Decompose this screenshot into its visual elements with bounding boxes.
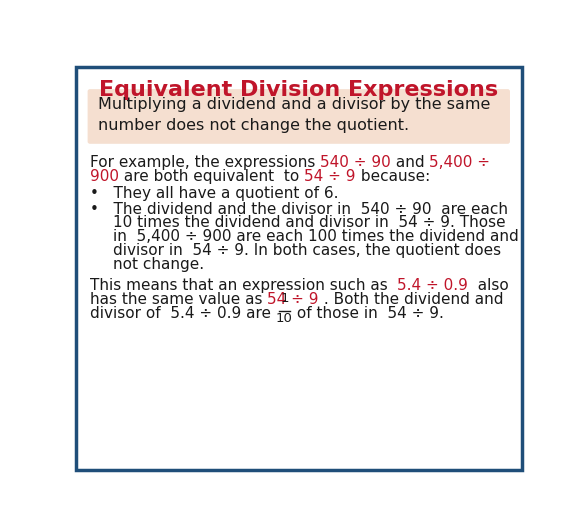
Text: . Both the dividend and: . Both the dividend and — [319, 292, 503, 306]
Text: also: also — [468, 278, 509, 293]
Text: •   They all have a quotient of 6.: • They all have a quotient of 6. — [90, 186, 338, 201]
Text: are both equivalent  to: are both equivalent to — [119, 169, 304, 184]
Text: in  5,400 ÷ 900 are each 100 times the dividend and: in 5,400 ÷ 900 are each 100 times the di… — [113, 229, 519, 244]
Text: of those in  54 ÷ 9.: of those in 54 ÷ 9. — [292, 305, 444, 321]
Text: divisor in  54 ÷ 9. In both cases, the quotient does: divisor in 54 ÷ 9. In both cases, the qu… — [113, 243, 501, 258]
Text: and: and — [391, 156, 430, 170]
Text: Multiplying a dividend and a divisor by the same
number does not change the quot: Multiplying a dividend and a divisor by … — [98, 97, 490, 133]
Text: 10: 10 — [276, 312, 293, 324]
Text: This means that an expression such as: This means that an expression such as — [90, 278, 398, 293]
Text: divisor of  5.4 ÷ 0.9 are: divisor of 5.4 ÷ 0.9 are — [90, 305, 276, 321]
Text: 54 ÷ 9: 54 ÷ 9 — [304, 169, 356, 184]
Text: For example, the expressions: For example, the expressions — [90, 156, 320, 170]
Text: not change.: not change. — [113, 257, 204, 272]
Text: 1: 1 — [280, 292, 289, 305]
Text: because:: because: — [356, 169, 430, 184]
FancyBboxPatch shape — [76, 67, 522, 469]
Text: 10 times the dividend and divisor in  54 ÷ 9. Those: 10 times the dividend and divisor in 54 … — [113, 216, 506, 230]
Text: 54 ÷ 9: 54 ÷ 9 — [267, 292, 319, 306]
Text: 5,400 ÷: 5,400 ÷ — [430, 156, 490, 170]
Text: has the same value as: has the same value as — [90, 292, 267, 306]
Text: 900: 900 — [90, 169, 119, 184]
Text: Equivalent Division Expressions: Equivalent Division Expressions — [99, 80, 498, 100]
Text: •   The dividend and the divisor in  540 ÷ 90  are each: • The dividend and the divisor in 540 ÷ … — [90, 202, 508, 217]
Text: 5.4 ÷ 0.9: 5.4 ÷ 0.9 — [398, 278, 468, 293]
Text: 540 ÷ 90: 540 ÷ 90 — [320, 156, 391, 170]
FancyBboxPatch shape — [87, 89, 510, 144]
